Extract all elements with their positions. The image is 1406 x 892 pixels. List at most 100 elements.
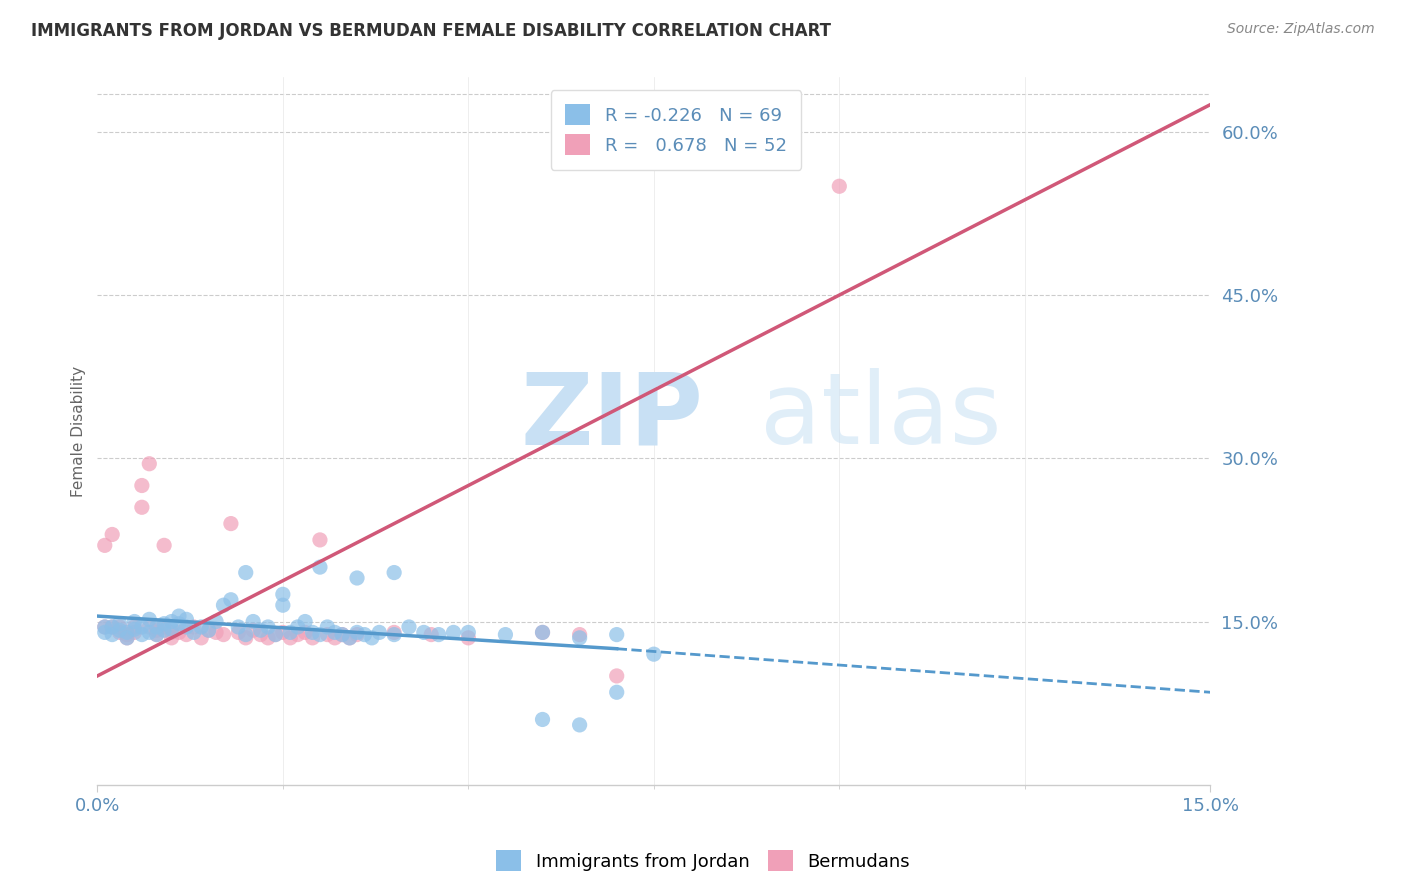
Point xyxy=(360,631,382,645)
Point xyxy=(346,625,368,640)
Point xyxy=(294,615,316,629)
Point xyxy=(271,587,294,601)
Point xyxy=(368,625,391,640)
Text: Source: ZipAtlas.com: Source: ZipAtlas.com xyxy=(1227,22,1375,37)
Point xyxy=(531,713,554,727)
Point xyxy=(167,616,190,631)
Point xyxy=(427,627,450,641)
Point xyxy=(124,615,146,629)
Point xyxy=(287,620,309,634)
Point xyxy=(301,631,323,645)
Point xyxy=(108,620,131,634)
Point xyxy=(138,620,160,634)
Point xyxy=(309,560,332,574)
Point xyxy=(264,627,287,641)
Point xyxy=(138,612,160,626)
Point xyxy=(131,500,153,515)
Point xyxy=(271,625,294,640)
Point xyxy=(124,620,146,634)
Point xyxy=(138,625,160,640)
Point xyxy=(108,616,131,631)
Point xyxy=(160,631,183,645)
Point xyxy=(145,624,167,638)
Point xyxy=(242,624,264,638)
Point xyxy=(316,620,339,634)
Point xyxy=(131,627,153,641)
Point xyxy=(271,598,294,612)
Point xyxy=(228,625,250,640)
Point xyxy=(108,624,131,638)
Point xyxy=(212,627,235,641)
Point xyxy=(531,625,554,640)
Point xyxy=(176,620,198,634)
Point xyxy=(330,627,353,641)
Point xyxy=(412,625,434,640)
Point xyxy=(287,627,309,641)
Point xyxy=(160,615,183,629)
Point xyxy=(257,631,280,645)
Point xyxy=(183,625,205,640)
Point xyxy=(316,627,339,641)
Point xyxy=(249,627,271,641)
Point xyxy=(176,627,198,641)
Point xyxy=(153,620,176,634)
Point xyxy=(309,627,332,641)
Point xyxy=(568,631,591,645)
Point xyxy=(323,625,346,640)
Point xyxy=(606,627,628,641)
Point xyxy=(115,631,138,645)
Point xyxy=(138,457,160,471)
Point xyxy=(568,627,591,641)
Point xyxy=(131,620,153,634)
Point xyxy=(160,622,183,636)
Point xyxy=(94,625,117,640)
Point xyxy=(101,620,124,634)
Point xyxy=(219,516,242,531)
Point xyxy=(94,620,117,634)
Point xyxy=(219,592,242,607)
Point xyxy=(606,685,628,699)
Point xyxy=(205,615,228,629)
Point xyxy=(228,620,250,634)
Text: ZIP: ZIP xyxy=(520,368,703,466)
Point xyxy=(301,625,323,640)
Point xyxy=(420,627,443,641)
Point xyxy=(643,647,665,661)
Point xyxy=(190,620,212,634)
Point xyxy=(190,631,212,645)
Point xyxy=(101,620,124,634)
Point xyxy=(235,627,257,641)
Point xyxy=(167,625,190,640)
Point xyxy=(278,625,301,640)
Legend: R = -0.226   N = 69, R =   0.678   N = 52: R = -0.226 N = 69, R = 0.678 N = 52 xyxy=(551,90,801,169)
Point xyxy=(115,625,138,640)
Point xyxy=(382,625,405,640)
Point xyxy=(235,631,257,645)
Point xyxy=(108,625,131,640)
Point xyxy=(457,631,479,645)
Point xyxy=(257,620,280,634)
Point xyxy=(160,625,183,640)
Point xyxy=(197,624,219,638)
Point xyxy=(153,538,176,552)
Point xyxy=(101,527,124,541)
Point xyxy=(197,624,219,638)
Point xyxy=(145,620,167,634)
Point xyxy=(568,718,591,732)
Point xyxy=(457,625,479,640)
Point xyxy=(398,620,420,634)
Point xyxy=(323,631,346,645)
Point xyxy=(94,538,117,552)
Point xyxy=(145,627,167,641)
Point xyxy=(115,631,138,645)
Point xyxy=(124,625,146,640)
Point xyxy=(249,624,271,638)
Point xyxy=(330,627,353,641)
Point xyxy=(153,624,176,638)
Point xyxy=(145,627,167,641)
Point xyxy=(101,627,124,641)
Text: atlas: atlas xyxy=(759,368,1001,466)
Point xyxy=(264,627,287,641)
Point xyxy=(606,669,628,683)
Point xyxy=(124,622,146,636)
